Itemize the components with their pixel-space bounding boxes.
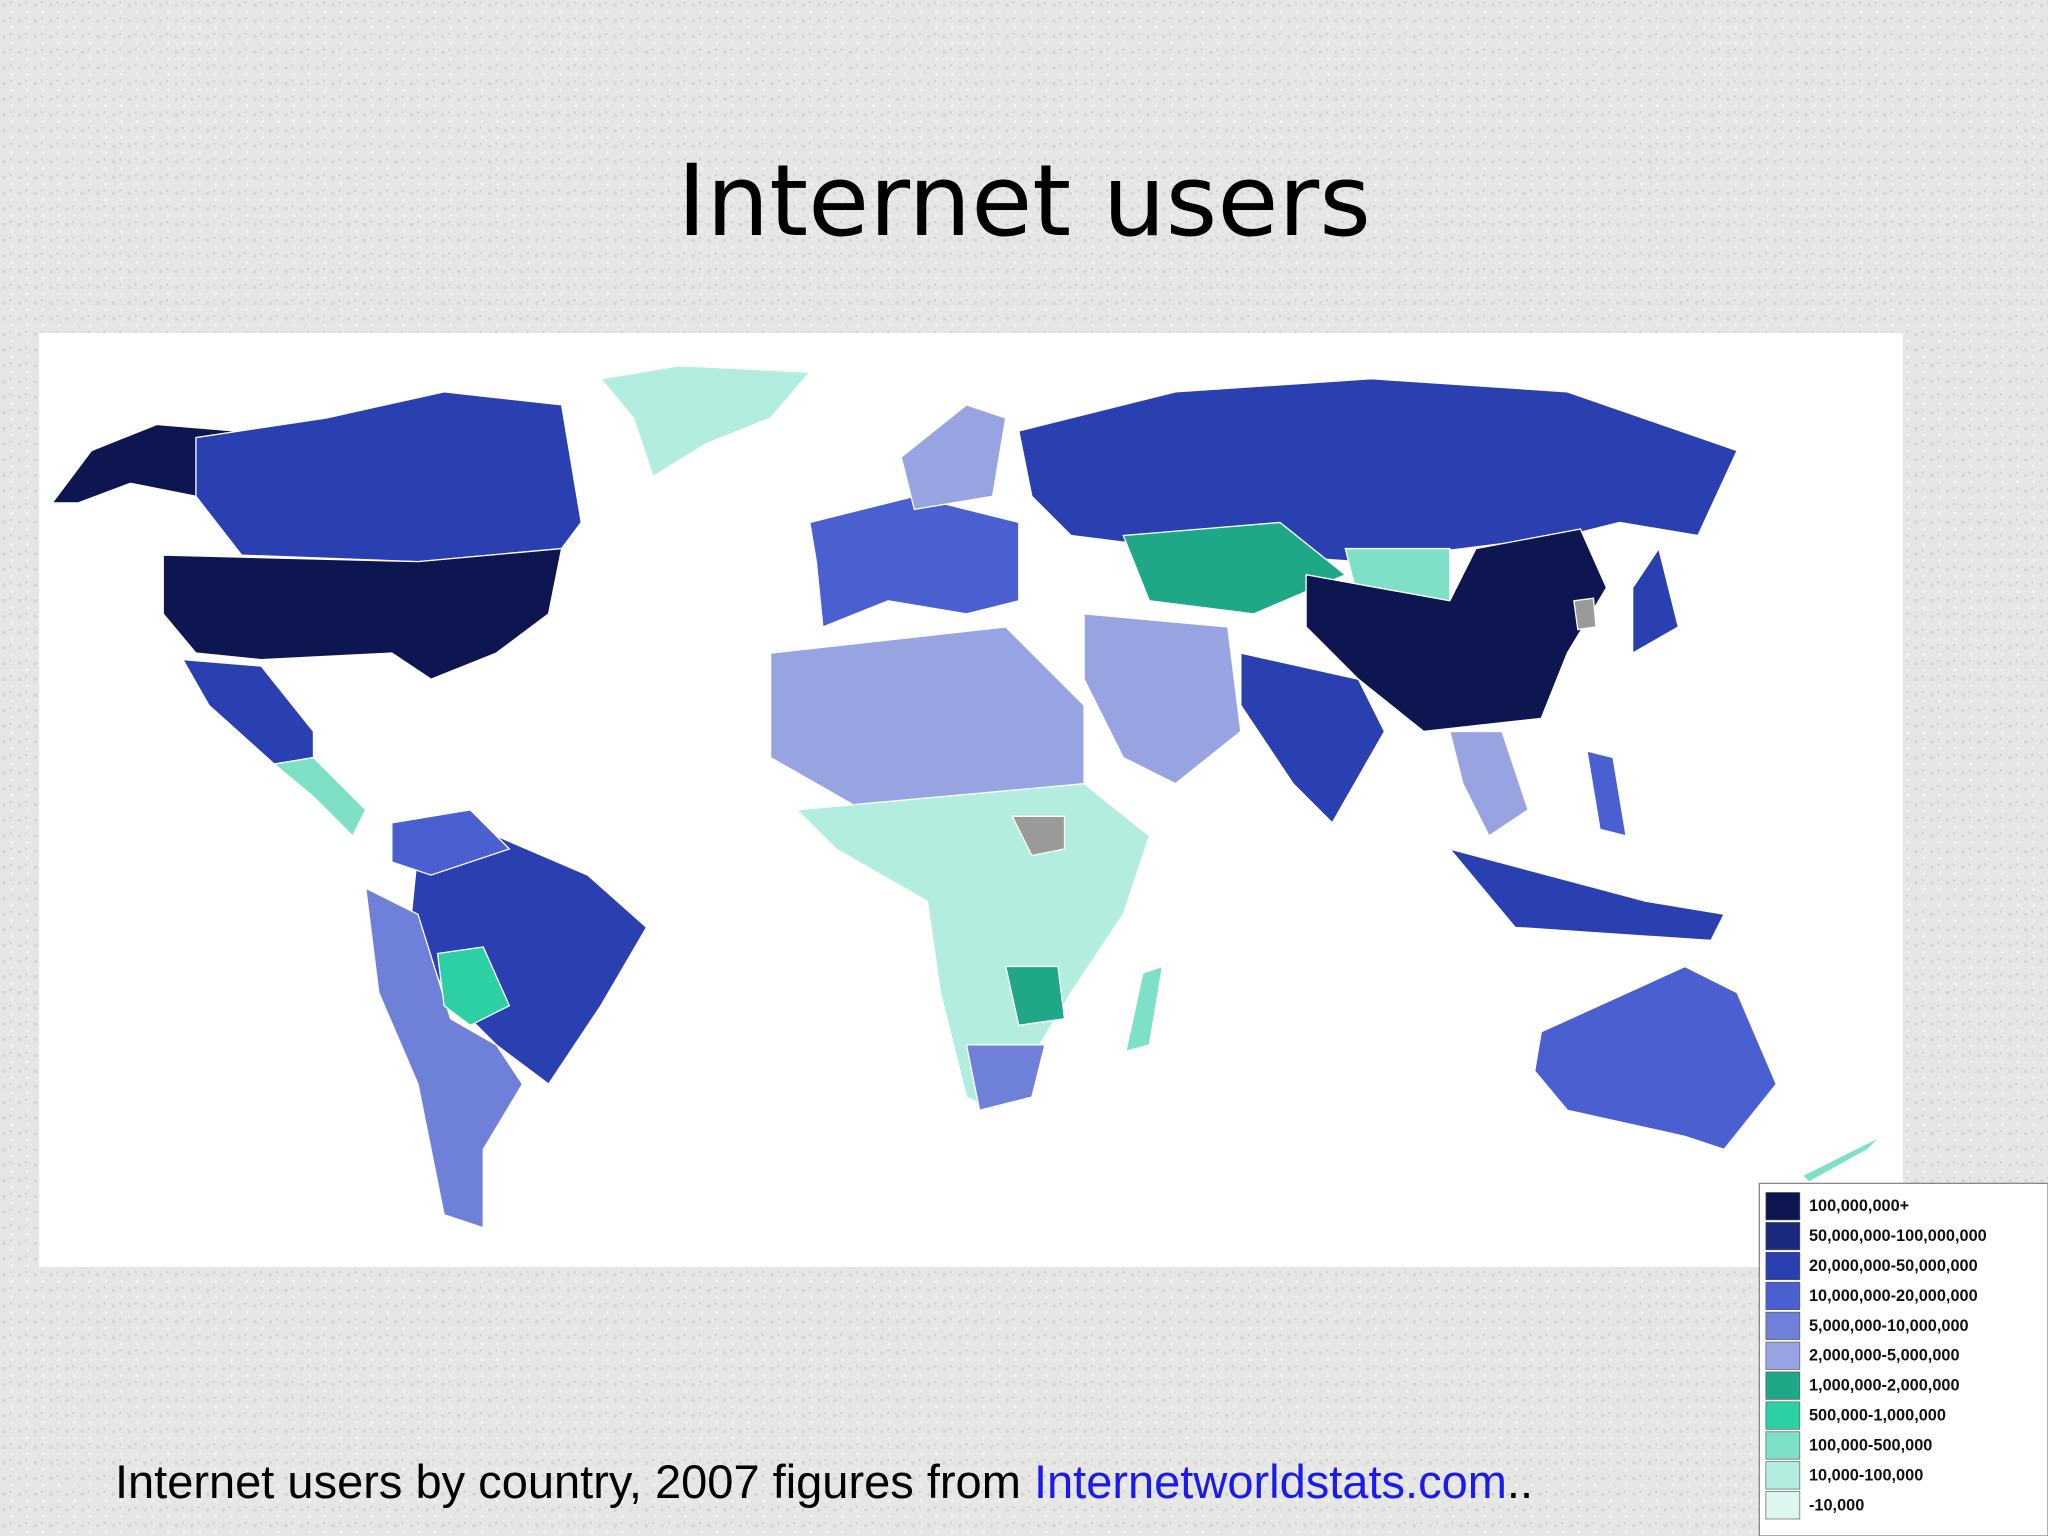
philippines bbox=[1586, 750, 1627, 837]
caption: Internet users by country, 2007 figures … bbox=[115, 1455, 1533, 1508]
southeast-asia bbox=[1448, 730, 1529, 837]
greenland bbox=[599, 365, 812, 478]
south-sudan bbox=[1011, 815, 1066, 857]
central-america bbox=[272, 756, 367, 838]
canada bbox=[195, 391, 582, 563]
usa bbox=[162, 547, 563, 680]
slide-title: Internet users bbox=[677, 144, 1371, 259]
madagascar bbox=[1125, 965, 1164, 1053]
middle-east bbox=[1083, 613, 1242, 785]
legend-swatch bbox=[1765, 1461, 1801, 1490]
india bbox=[1240, 652, 1386, 824]
legend-swatch bbox=[1765, 1311, 1801, 1340]
legend-swatch bbox=[1765, 1491, 1801, 1520]
legend-swatch bbox=[1765, 1192, 1801, 1221]
legend-swatch bbox=[1765, 1251, 1801, 1281]
indonesia bbox=[1447, 847, 1726, 942]
legend-label: 10,000,000-20,000,000 bbox=[1809, 1287, 1978, 1305]
legend-swatch bbox=[1765, 1401, 1801, 1430]
legend-label: 20,000,000-50,000,000 bbox=[1809, 1257, 1978, 1275]
europe bbox=[809, 495, 1020, 628]
zimbabwe bbox=[1004, 965, 1066, 1027]
colombia-venezuela bbox=[391, 809, 511, 876]
legend-label: 100,000-500,000 bbox=[1809, 1436, 1932, 1454]
legend-box bbox=[1758, 1182, 2048, 1536]
legend-swatch bbox=[1765, 1371, 1801, 1400]
legend: 100,000,000+ 50,000,000-100,000,000 20,000… bbox=[1758, 1182, 2048, 1536]
bolivia bbox=[436, 946, 511, 1027]
legend-label: 500,000-1,000,000 bbox=[1809, 1407, 1946, 1425]
china bbox=[1305, 528, 1608, 733]
caption-text: Internet users by country, 2007 figures … bbox=[115, 1455, 1034, 1508]
legend-label: 100,000,000+ bbox=[1809, 1197, 1909, 1215]
japan bbox=[1631, 546, 1680, 655]
legend-label: 50,000,000-100,000,000 bbox=[1809, 1227, 1987, 1245]
legend-label: 10,000-100,000 bbox=[1809, 1466, 1923, 1484]
legend-swatch bbox=[1765, 1341, 1801, 1370]
australia bbox=[1534, 965, 1778, 1151]
legend-label: 2,000,000-5,000,000 bbox=[1809, 1347, 1960, 1365]
legend-swatch bbox=[1765, 1281, 1801, 1310]
kazakhstan bbox=[1122, 521, 1347, 615]
world-map bbox=[50, 365, 1882, 1229]
southern-africa bbox=[965, 1044, 1046, 1112]
legend-label: 5,000,000-10,000,000 bbox=[1809, 1317, 1969, 1335]
legend-swatch bbox=[1765, 1431, 1801, 1460]
andes bbox=[364, 887, 524, 1229]
caption-suffix: .. bbox=[1507, 1455, 1533, 1508]
new-zealand bbox=[1801, 1135, 1882, 1183]
legend-label: -10,000 bbox=[1809, 1496, 1864, 1514]
russia bbox=[1018, 378, 1739, 563]
source-link[interactable]: Internetworldstats.com bbox=[1034, 1455, 1507, 1508]
scandinavia bbox=[900, 404, 1007, 511]
legend-label: 1,000,000-2,000,000 bbox=[1809, 1377, 1960, 1395]
korea bbox=[1573, 597, 1597, 631]
legend-swatch bbox=[1765, 1222, 1801, 1251]
